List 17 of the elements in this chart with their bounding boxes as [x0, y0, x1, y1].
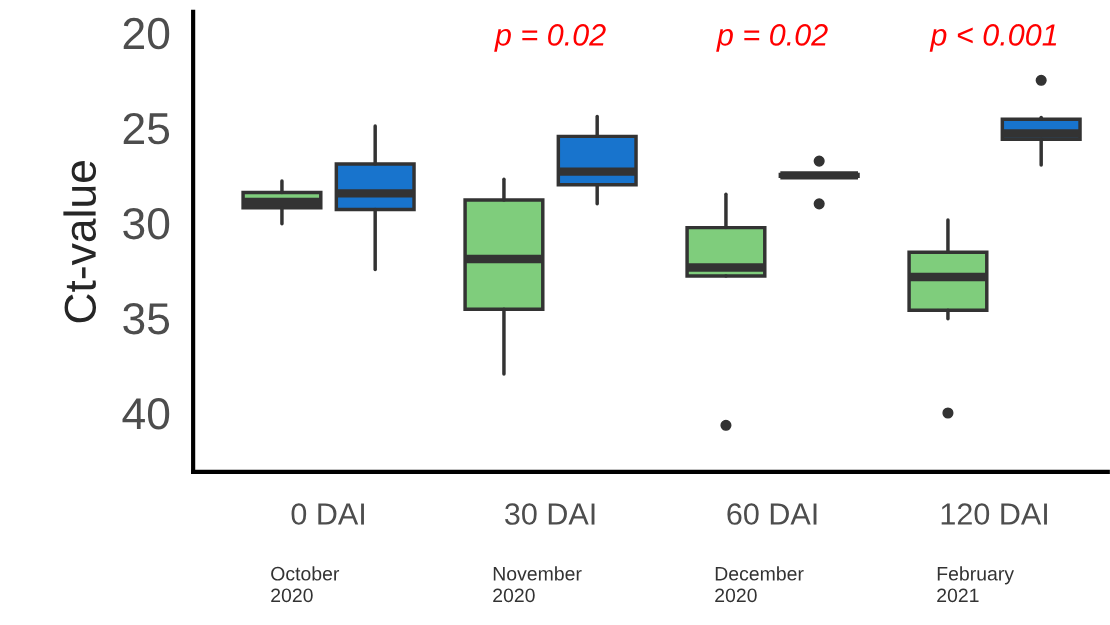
text: October 2020: [271, 566, 340, 603]
y-tick-label: 25: [123, 112, 170, 145]
text: November 2020: [493, 566, 582, 603]
annotation: p = 0.02: [494, 24, 606, 52]
x-tick-label: 0 DAI: [291, 503, 364, 525]
y-tick-label: 35: [123, 302, 170, 335]
y-tick-label: 40: [122, 398, 170, 430]
text: December 2020: [715, 566, 804, 603]
x-tick-label: 120 DAI: [941, 503, 1047, 525]
y-axis-title: Ct-value: [63, 161, 97, 323]
y-tick-label: 30: [123, 207, 170, 240]
y-tick-label: 20: [123, 17, 170, 50]
x-tick-label: 60 DAI: [727, 503, 817, 525]
annotation: p = 0.02: [716, 24, 828, 52]
annotation: p < 0.001: [929, 24, 1057, 52]
x-tick-label: 30 DAI: [505, 503, 595, 525]
text: February 2021: [937, 566, 1014, 603]
